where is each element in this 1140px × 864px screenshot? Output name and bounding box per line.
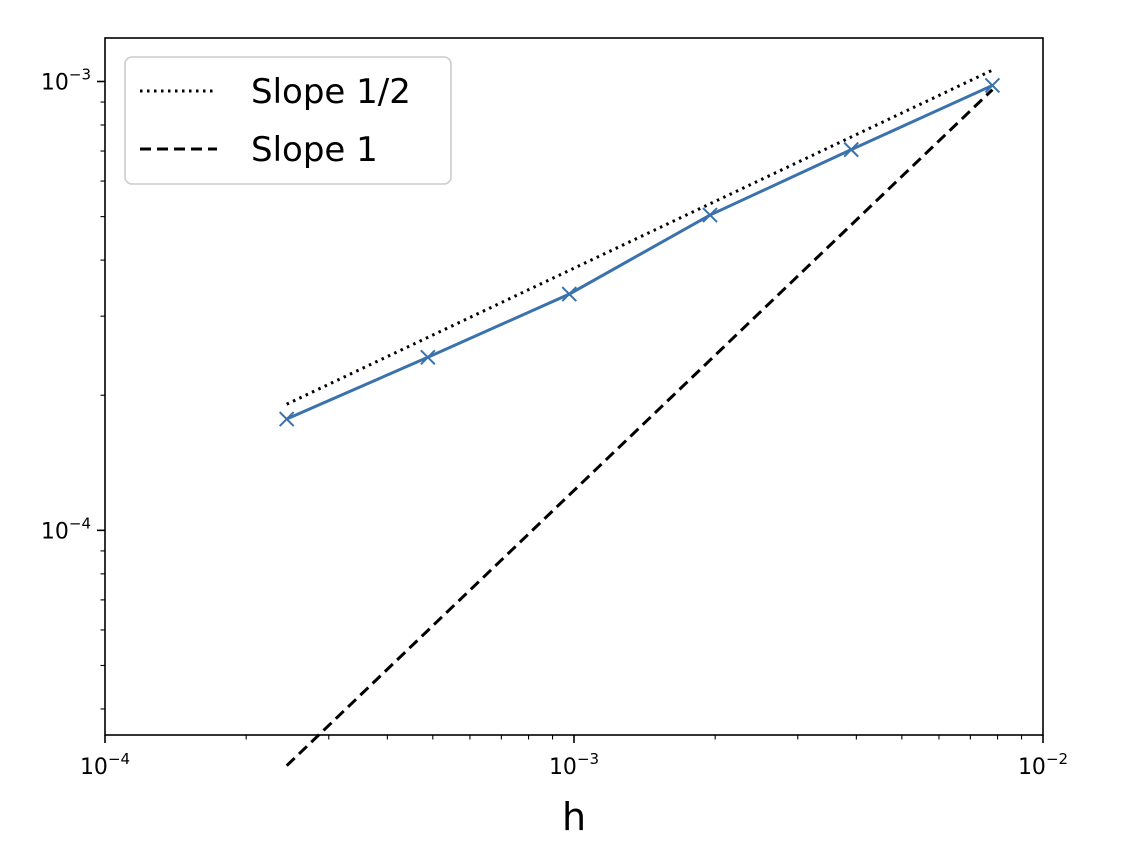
x-tick-label: 10−4 [80, 750, 130, 780]
data-point [420, 349, 436, 365]
data-point [843, 141, 859, 158]
x-axis-label: h [562, 795, 586, 839]
series-layer [278, 68, 1001, 767]
x-tick-label: 10−3 [549, 750, 599, 780]
x-tick-label: 10−2 [1018, 750, 1068, 780]
legend-label: Slope 1/2 [251, 72, 411, 112]
data-point [561, 286, 577, 302]
data-point [702, 207, 718, 223]
data-point [984, 77, 1001, 94]
series-line [286, 84, 994, 421]
series-0 [278, 77, 1001, 427]
legend-box [124, 56, 452, 185]
ticks-layer: 10−4 10−3 10−2 10−4 10−3 [41, 65, 1068, 780]
legend: Slope 1/2 Slope 1 [124, 56, 452, 185]
y-tick-label: 10−4 [41, 514, 91, 544]
legend-label: Slope 1 [251, 130, 378, 170]
series-2 [285, 88, 994, 767]
data-point [278, 411, 295, 427]
y-tick-label: 10−3 [41, 65, 91, 95]
series-line [285, 88, 994, 767]
